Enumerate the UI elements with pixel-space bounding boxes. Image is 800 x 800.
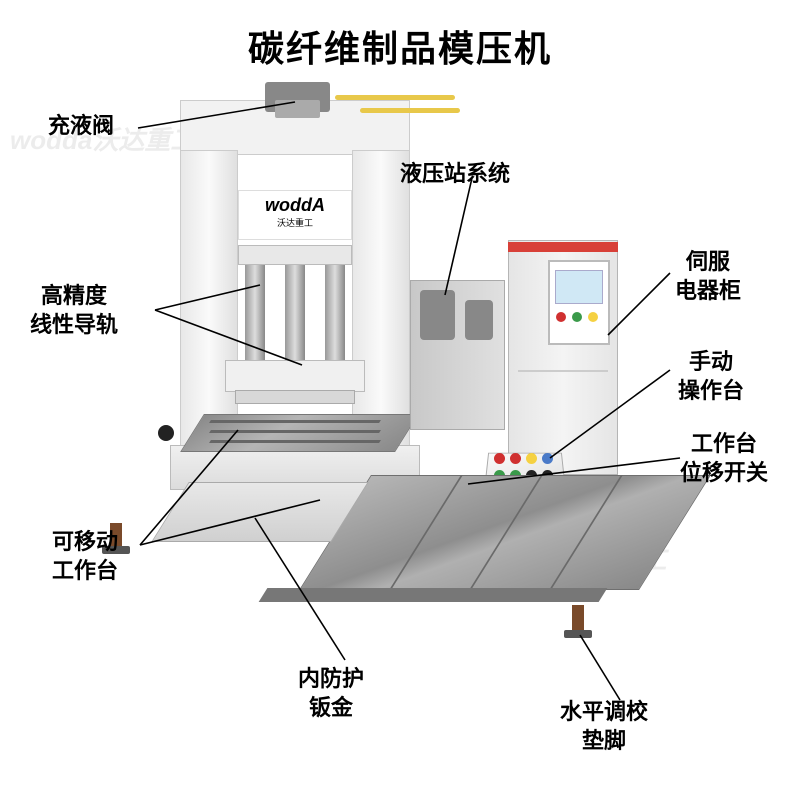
label-manual-console: 手动 操作台 xyxy=(678,348,744,405)
diagram-title: 碳纤维制品模压机 xyxy=(248,20,552,72)
brand-logo: woddA xyxy=(265,195,325,215)
label-movable-table: 可移动 工作台 xyxy=(52,528,118,585)
label-fill-valve: 充液阀 xyxy=(48,112,114,141)
label-hydraulic-system: 液压站系统 xyxy=(400,160,510,189)
label-worktable-switch: 工作台 位移开关 xyxy=(680,430,768,487)
label-level-foot: 水平调校 垫脚 xyxy=(560,698,648,755)
label-servo-cabinet: 伺服 电器柜 xyxy=(675,248,741,305)
label-inner-shield: 内防护 钣金 xyxy=(298,665,364,722)
brand-sub: 沃达重工 xyxy=(239,216,351,229)
label-guide-rail: 高精度 线性导轨 xyxy=(30,282,118,339)
